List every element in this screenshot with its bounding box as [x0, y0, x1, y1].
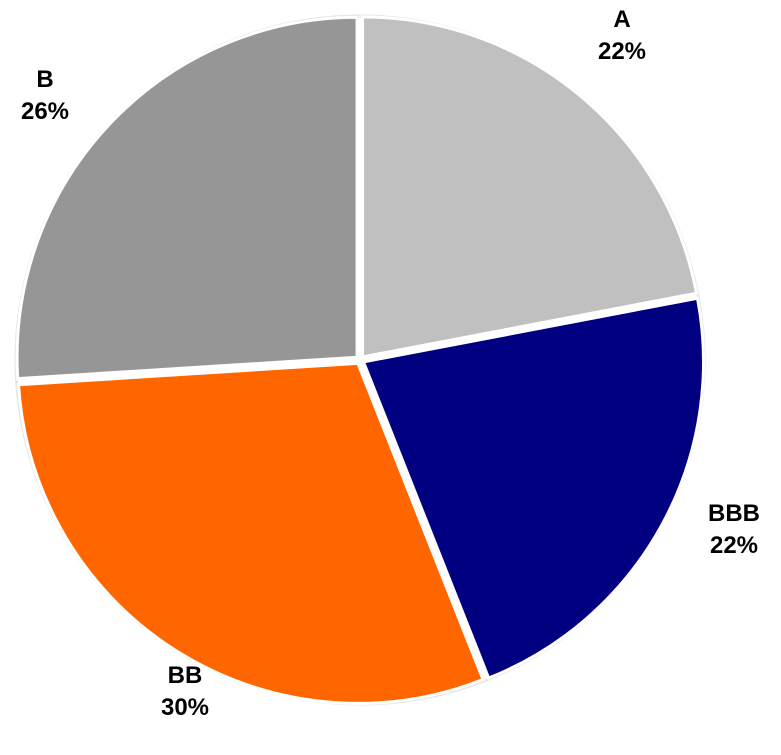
pie-slice-bb — [16, 361, 485, 705]
slice-value-bbb: 22% — [710, 532, 758, 559]
pie-labels: A 22% BBB 22% BB 30% B 26% — [21, 6, 760, 721]
pie-slice-bbb — [361, 296, 705, 680]
pie-slice-b — [15, 15, 359, 381]
pie-slice-a — [361, 15, 699, 359]
pie-slices — [15, 15, 705, 705]
slice-label-b: B — [36, 66, 53, 93]
slice-label-a: A — [613, 6, 630, 33]
slice-label-bb: BB — [168, 662, 203, 689]
slice-value-b: 26% — [21, 98, 69, 125]
slice-label-bbb: BBB — [708, 500, 760, 527]
slice-value-a: 22% — [598, 38, 646, 65]
slice-value-bb: 30% — [161, 694, 209, 721]
